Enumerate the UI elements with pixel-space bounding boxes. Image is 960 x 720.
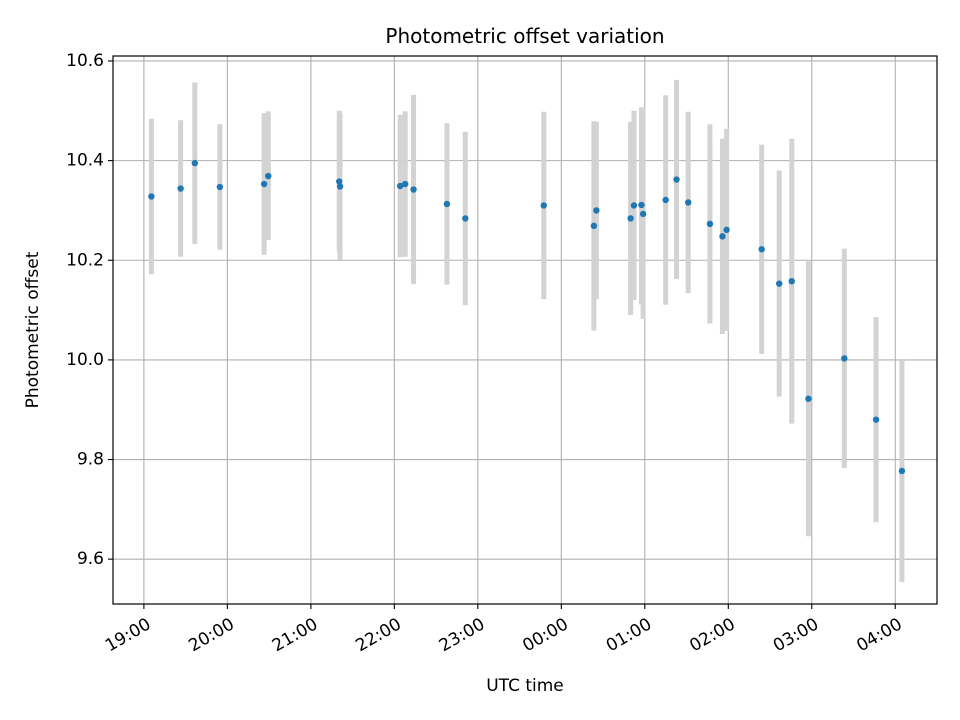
y-axis-label: Photometric offset bbox=[23, 251, 43, 408]
data-point bbox=[776, 280, 783, 287]
data-point bbox=[462, 215, 469, 222]
data-point bbox=[723, 226, 730, 234]
data-point bbox=[191, 159, 199, 167]
chart-title: Photometric offset variation bbox=[385, 24, 664, 48]
data-point bbox=[396, 182, 404, 190]
data-point bbox=[673, 176, 680, 183]
data-point bbox=[177, 185, 184, 192]
y-tick-label: 10.4 bbox=[66, 151, 104, 171]
data-point bbox=[685, 199, 692, 206]
y-tick-label: 10.0 bbox=[66, 350, 104, 370]
y-tick-label: 10.6 bbox=[66, 51, 104, 71]
data-point bbox=[758, 246, 765, 253]
data-point bbox=[788, 277, 795, 285]
data-point bbox=[590, 222, 598, 230]
data-points bbox=[148, 159, 906, 475]
y-tick-label: 9.8 bbox=[77, 450, 104, 470]
data-point bbox=[265, 172, 272, 180]
data-point bbox=[593, 207, 600, 214]
data-point bbox=[443, 200, 451, 208]
data-point bbox=[872, 416, 880, 423]
data-point bbox=[336, 178, 343, 185]
data-point bbox=[630, 202, 638, 209]
data-point bbox=[719, 233, 726, 240]
data-point bbox=[216, 183, 224, 191]
data-point bbox=[260, 180, 268, 188]
data-point bbox=[638, 201, 645, 209]
data-point bbox=[898, 467, 906, 475]
plot-frame bbox=[112, 55, 938, 605]
data-point bbox=[662, 196, 669, 204]
x-axis-label: UTC time bbox=[486, 676, 564, 696]
data-point bbox=[336, 183, 344, 190]
data-point bbox=[627, 215, 634, 222]
data-point bbox=[410, 186, 417, 193]
y-axis: 9.6 9.8 10.0 10.2 10.4 10.6 bbox=[66, 51, 113, 569]
data-point bbox=[148, 193, 155, 200]
y-tick-label: 10.2 bbox=[66, 250, 104, 270]
data-point bbox=[639, 210, 647, 218]
data-point bbox=[401, 180, 409, 188]
y-tick-label: 9.6 bbox=[77, 549, 104, 569]
data-point bbox=[805, 395, 812, 402]
data-point bbox=[841, 355, 848, 362]
data-point bbox=[706, 220, 714, 228]
data-point bbox=[540, 202, 547, 209]
